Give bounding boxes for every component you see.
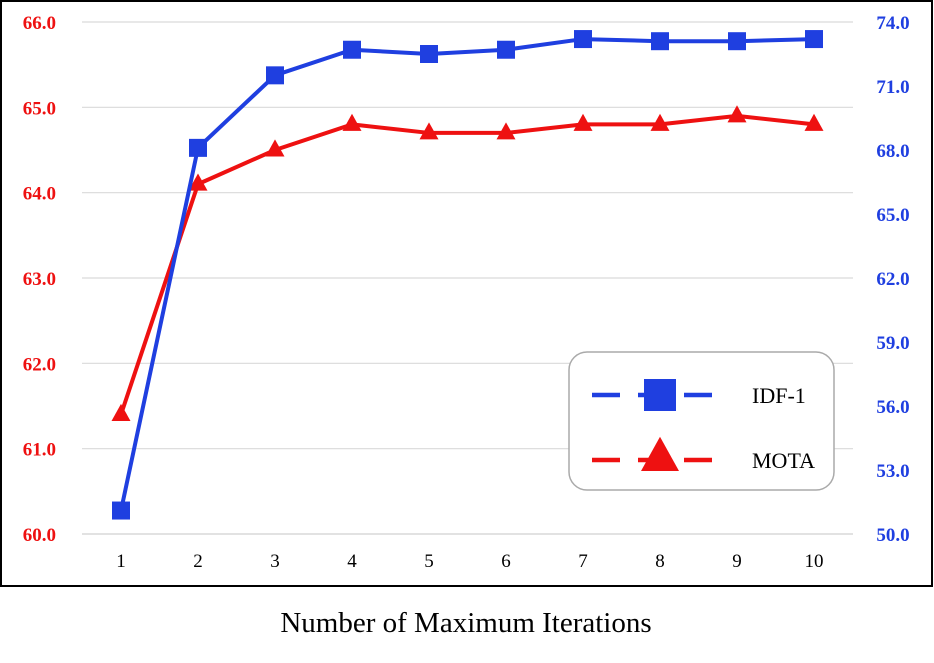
right-y-tick-label: 50.0 — [876, 525, 909, 546]
x-tick-label: 5 — [424, 551, 434, 572]
legend-label: MOTA — [752, 448, 815, 473]
data-point-square — [651, 32, 669, 51]
legend-marker-square — [644, 379, 676, 411]
data-point-square — [805, 30, 823, 49]
left-y-tick-label: 61.0 — [23, 440, 56, 461]
data-point-square — [266, 66, 284, 85]
x-tick-label: 9 — [732, 551, 742, 572]
right-y-tick-label: 74.0 — [876, 13, 909, 34]
legend-label: IDF-1 — [752, 383, 806, 408]
legend-box — [568, 351, 835, 491]
x-axis-title: Number of Maximum Iterations — [280, 607, 651, 639]
legend-items: IDF-1 MOTA — [592, 379, 815, 473]
right-y-tick-label: 71.0 — [876, 77, 909, 98]
x-tick-label: 8 — [655, 551, 665, 572]
data-point-triangle — [265, 139, 285, 157]
left-y-axis: 60.0 61.0 62.0 63.0 64.0 65.0 66.0 — [23, 13, 56, 546]
data-point-square — [343, 40, 361, 59]
x-tick-label: 7 — [578, 551, 588, 572]
right-y-tick-label: 62.0 — [876, 269, 909, 290]
left-y-tick-label: 63.0 — [23, 269, 56, 290]
data-point-square — [497, 40, 515, 59]
legend: IDF-1 MOTA — [568, 351, 835, 491]
x-tick-label: 10 — [805, 551, 824, 572]
data-point-triangle — [496, 122, 516, 140]
data-point-triangle — [650, 113, 670, 131]
x-tick-label: 1 — [116, 551, 126, 572]
legend-item: IDF-1 — [592, 379, 806, 411]
left-y-tick-label: 60.0 — [23, 525, 56, 546]
right-y-axis: 50.0 53.0 56.0 59.0 62.0 65.0 68.0 71.0 74.0 — [876, 13, 909, 546]
series-idf-1 — [112, 30, 823, 520]
x-tick-label: 6 — [501, 551, 511, 572]
right-y-tick-label: 53.0 — [876, 461, 909, 482]
data-point-square — [189, 138, 207, 157]
data-point-triangle — [804, 113, 824, 131]
data-point-triangle — [188, 173, 208, 191]
left-y-tick-label: 66.0 — [23, 13, 56, 34]
data-point-square — [728, 32, 746, 51]
data-point-triangle — [111, 403, 131, 422]
data-point-square — [574, 30, 592, 49]
right-y-tick-label: 68.0 — [876, 141, 909, 162]
series-mota — [111, 105, 824, 422]
data-point-square — [420, 45, 438, 63]
series-line — [119, 113, 815, 416]
legend-item: MOTA — [592, 436, 815, 473]
series-layer — [111, 30, 824, 520]
chart-frame — [0, 0, 933, 587]
right-y-tick-label: 59.0 — [876, 333, 909, 354]
x-axis: 1 2 3 4 5 6 7 8 9 10 — [116, 551, 823, 572]
right-y-tick-label: 56.0 — [876, 397, 909, 418]
x-tick-label: 4 — [347, 551, 357, 572]
series-line — [119, 37, 815, 511]
right-y-tick-label: 65.0 — [876, 205, 909, 226]
left-y-tick-label: 64.0 — [23, 184, 56, 205]
data-point-triangle — [342, 113, 362, 131]
x-tick-label: 2 — [193, 551, 203, 572]
x-tick-label: 3 — [270, 551, 280, 572]
data-point-triangle — [727, 105, 747, 123]
data-point-triangle — [573, 113, 593, 131]
legend-marker-triangle — [641, 436, 679, 471]
data-point-square — [112, 501, 130, 520]
left-y-tick-label: 65.0 — [23, 98, 56, 119]
left-y-tick-label: 62.0 — [23, 354, 56, 375]
data-point-triangle — [419, 122, 439, 140]
